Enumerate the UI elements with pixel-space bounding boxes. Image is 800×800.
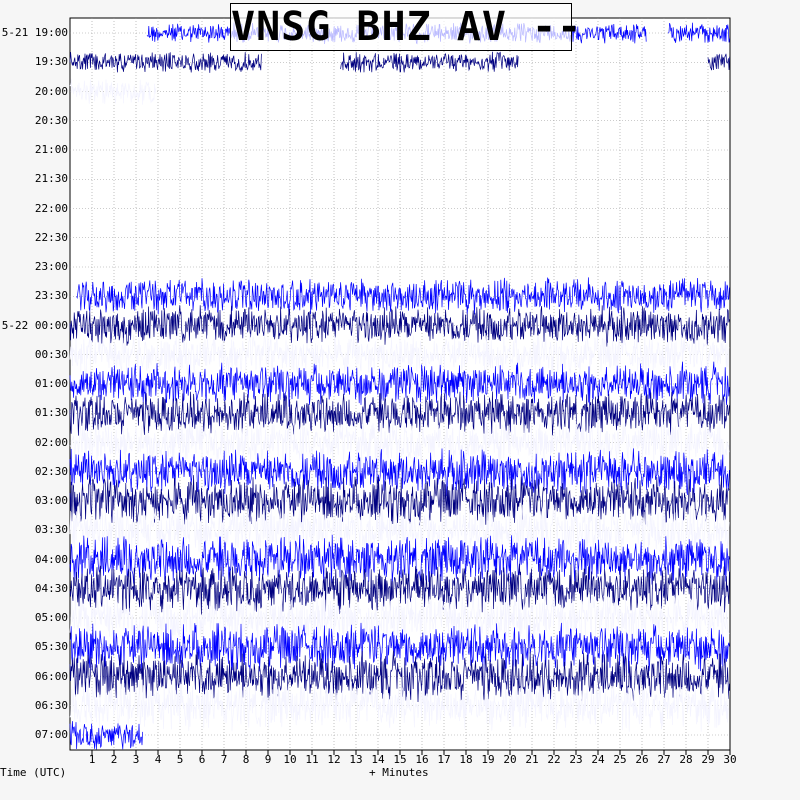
minute-tick-label: 4	[154, 753, 162, 766]
minute-tick-label: 22	[547, 753, 561, 766]
row-time-label: 01:00	[34, 377, 68, 390]
seismic-trace	[69, 448, 730, 497]
seismic-trace	[69, 333, 730, 376]
minute-tick-label: 5	[176, 753, 184, 766]
seismic-trace	[69, 563, 730, 615]
x-tick-marks	[91, 750, 731, 755]
seismic-trace	[69, 650, 730, 703]
row-time-label: 23:00	[34, 260, 68, 273]
row-time-label: 23:30	[34, 289, 68, 303]
minute-tick-label: 13	[349, 753, 363, 766]
minute-tick-label: 24	[591, 753, 605, 766]
row-time-label: 22:30	[34, 230, 68, 244]
row-time-label: 00:30	[34, 347, 68, 361]
seismic-trace	[69, 592, 730, 645]
row-time-label: 03:00	[34, 494, 68, 507]
seismic-trace	[69, 305, 730, 347]
seismic-trace	[69, 680, 730, 732]
minute-tick-label: 3	[132, 753, 140, 766]
minute-tick-label: 1	[88, 753, 96, 766]
minute-tick-label: 6	[198, 753, 206, 766]
seismic-trace	[668, 22, 730, 43]
row-time-label: 03:30	[34, 523, 68, 537]
minute-tick-label: 29	[701, 753, 715, 766]
row-time-label: 05:30	[34, 640, 68, 654]
minute-tick-label: 21	[525, 753, 539, 766]
minute-tick-label: 2	[110, 753, 118, 766]
row-time-label: 04:30	[34, 581, 68, 595]
minute-tick-label: 28	[679, 753, 693, 766]
minute-tick-label: 15	[393, 753, 407, 766]
seismic-trace	[707, 53, 730, 71]
row-time-label: 04:00	[34, 552, 68, 566]
seismic-traces	[69, 22, 730, 750]
seismic-trace	[69, 51, 262, 73]
row-time-label: 22:00	[34, 201, 68, 215]
seismic-trace	[69, 721, 143, 750]
minute-tick-label: 25	[613, 753, 627, 766]
minute-tick-label: 11	[305, 753, 319, 766]
row-time-label: 05:00	[34, 611, 68, 624]
row-time-label: 06:00	[34, 669, 68, 683]
minute-tick-label: 10	[283, 753, 297, 766]
minute-tick-label: 30	[723, 753, 737, 766]
row-time-label: 20:30	[34, 113, 68, 127]
row-time-label: 02:30	[34, 464, 68, 478]
row-time-label: 5-21 19:00	[1, 26, 68, 39]
row-time-label: 01:30	[34, 406, 68, 420]
row-time-label: 21:00	[34, 143, 68, 156]
row-time-label: 21:30	[34, 172, 68, 186]
minute-tick-label: 17	[437, 753, 451, 766]
seismic-trace	[69, 622, 730, 674]
row-time-label: 06:30	[34, 698, 68, 712]
minute-tick-label: 14	[371, 753, 385, 766]
minute-tick-label: 27	[657, 753, 671, 766]
minute-tick-label: 16	[415, 753, 429, 766]
row-time-label: 19:30	[34, 55, 68, 69]
minute-tick-label: 19	[481, 753, 495, 766]
seismic-trace	[69, 78, 157, 105]
row-time-label: 07:00	[34, 728, 68, 741]
seismic-trace	[69, 504, 730, 557]
row-time-label: 5-22 00:00	[1, 318, 68, 332]
seismic-trace	[76, 277, 730, 316]
seismic-trace	[69, 361, 730, 407]
seismic-trace	[69, 391, 730, 436]
station-title: VNSG BHZ AV --	[230, 3, 583, 51]
minute-tick-label: 23	[569, 753, 583, 766]
seismic-trace	[69, 419, 730, 467]
seismic-trace	[69, 475, 730, 526]
minute-tick-label: 8	[242, 753, 250, 766]
minute-tick-label: 7	[220, 753, 228, 766]
time-axis-label: Time (UTC)	[0, 766, 67, 779]
minute-tick-label: 18	[459, 753, 473, 766]
seismic-trace	[340, 51, 519, 73]
minute-tick-label: 26	[635, 753, 649, 766]
row-time-label: 02:00	[34, 435, 68, 449]
minutes-axis-label: + Minutes	[369, 766, 429, 779]
minute-tick-label: 12	[327, 753, 341, 766]
row-time-label: 20:00	[34, 84, 68, 98]
minute-tick-label: 20	[503, 753, 517, 766]
minute-tick-label: 9	[264, 753, 272, 766]
